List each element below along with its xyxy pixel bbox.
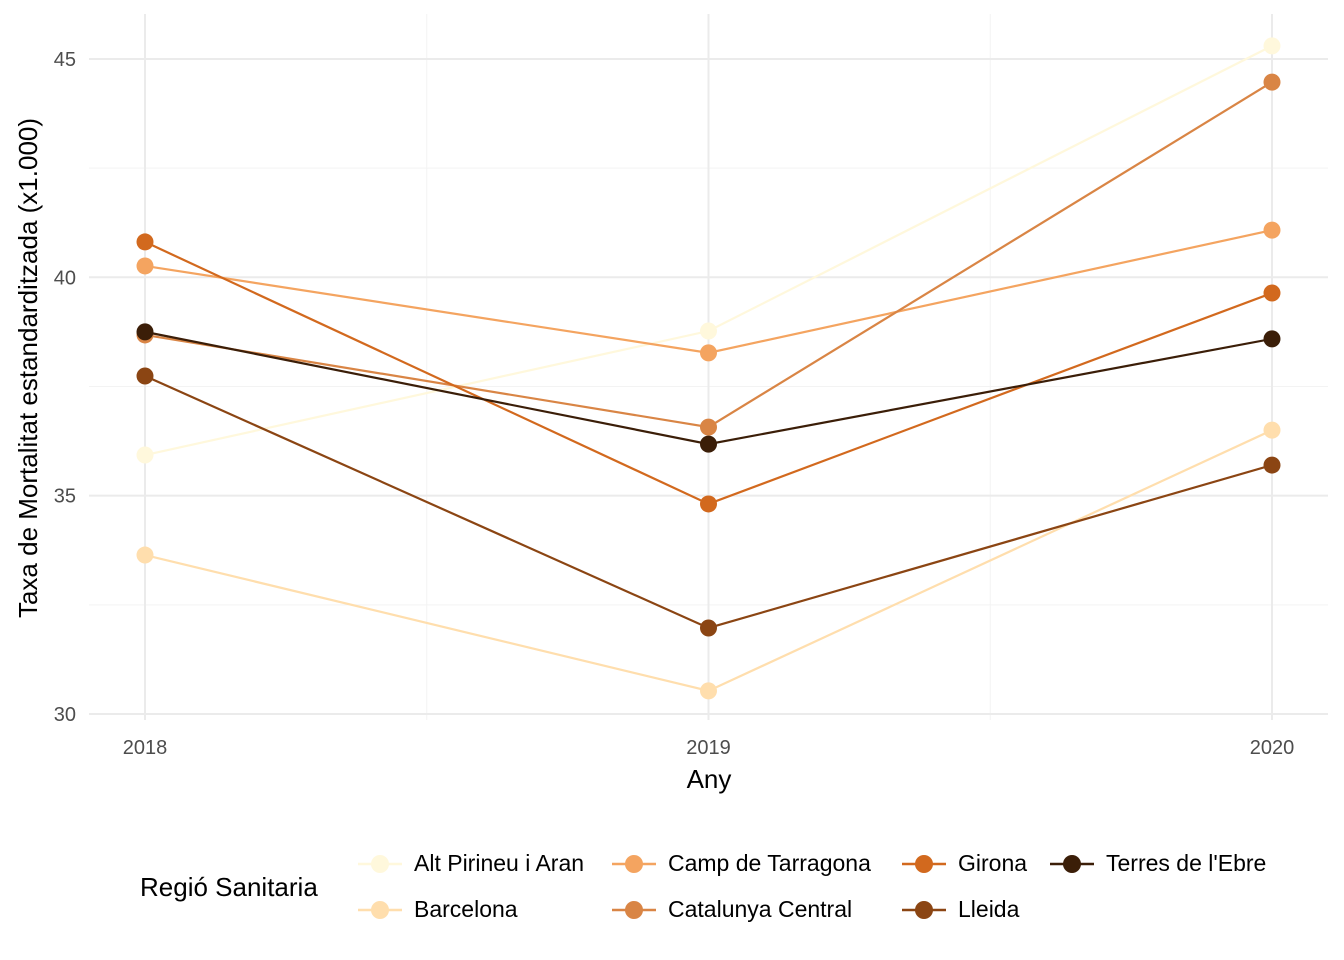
data-point: [1263, 330, 1281, 348]
legend-key-icon: [612, 854, 656, 873]
data-point: [1263, 456, 1281, 474]
legend-label: Camp de Tarragona: [668, 850, 871, 876]
series-girona: [136, 233, 1281, 513]
x-tick-label: 2020: [1250, 737, 1295, 759]
legend-title: Regió Sanitaria: [140, 872, 318, 902]
legend-key-icon: [902, 900, 946, 919]
legend-item: Catalunya Central: [612, 896, 852, 923]
data-point: [700, 619, 717, 637]
data-point: [1263, 284, 1281, 302]
series-camp-de-tarragona: [136, 221, 1281, 362]
y-tick-label: 40: [54, 267, 76, 289]
legend-label: Lleida: [958, 896, 1020, 922]
legend-key-icon: [612, 900, 656, 919]
legend-key-icon: [1050, 854, 1094, 873]
x-tick-label: 2019: [686, 737, 731, 759]
data-point: [136, 233, 154, 251]
plot-area: 30 35 40 45 2018 2019 2020 Any Taxa de Mortalita…: [13, 14, 1328, 794]
series-terres-de-l-ebre: [136, 323, 1281, 453]
x-tick-label: 2018: [123, 737, 168, 759]
series-alt-pirineu-i-aran: [136, 37, 1281, 464]
data-point: [700, 322, 717, 340]
legend-item: Lleida: [902, 896, 1019, 923]
data-point: [136, 323, 154, 341]
legend-label: Terres de l'Ebre: [1106, 850, 1267, 876]
data-point: [700, 682, 717, 700]
legend-item: Alt Pirineu i Aran: [358, 850, 584, 877]
y-axis-label: Taxa de Mortalitat estandarditzada (x1.0…: [13, 118, 43, 618]
legend-label: Girona: [958, 850, 1028, 876]
data-point: [136, 546, 154, 564]
series-lleida: [136, 367, 1281, 637]
legend-item: Girona: [902, 850, 1027, 877]
data-point: [1263, 73, 1281, 91]
legend-label: Barcelona: [414, 896, 518, 922]
y-tick-label: 35: [54, 486, 76, 508]
x-axis-label: Any: [687, 764, 732, 794]
legend-key-icon: [358, 854, 402, 873]
y-tick-label: 30: [54, 704, 76, 726]
data-point: [136, 257, 154, 275]
legend-label: Catalunya Central: [668, 896, 853, 922]
series-barcelona: [136, 421, 1281, 700]
legend-key-icon: [358, 900, 402, 919]
legend-label: Alt Pirineu i Aran: [414, 850, 585, 876]
data-point: [136, 446, 154, 464]
y-tick-label: 45: [54, 49, 76, 71]
data-point: [700, 495, 717, 513]
legend-item: Terres de l'Ebre: [1050, 850, 1266, 877]
legend-key-icon: [902, 854, 946, 873]
data-point: [136, 367, 154, 385]
data-point: [1263, 221, 1281, 239]
data-point: [700, 344, 717, 362]
legend-item: Camp de Tarragona: [612, 850, 871, 877]
data-point: [700, 435, 717, 453]
legend-item: Barcelona: [358, 896, 518, 923]
data-point: [1263, 37, 1281, 55]
data-point: [1263, 421, 1281, 439]
legend: Regió Sanitaria Alt Pirineu i Aran Barcel…: [0, 830, 1344, 940]
data-point: [700, 418, 717, 436]
